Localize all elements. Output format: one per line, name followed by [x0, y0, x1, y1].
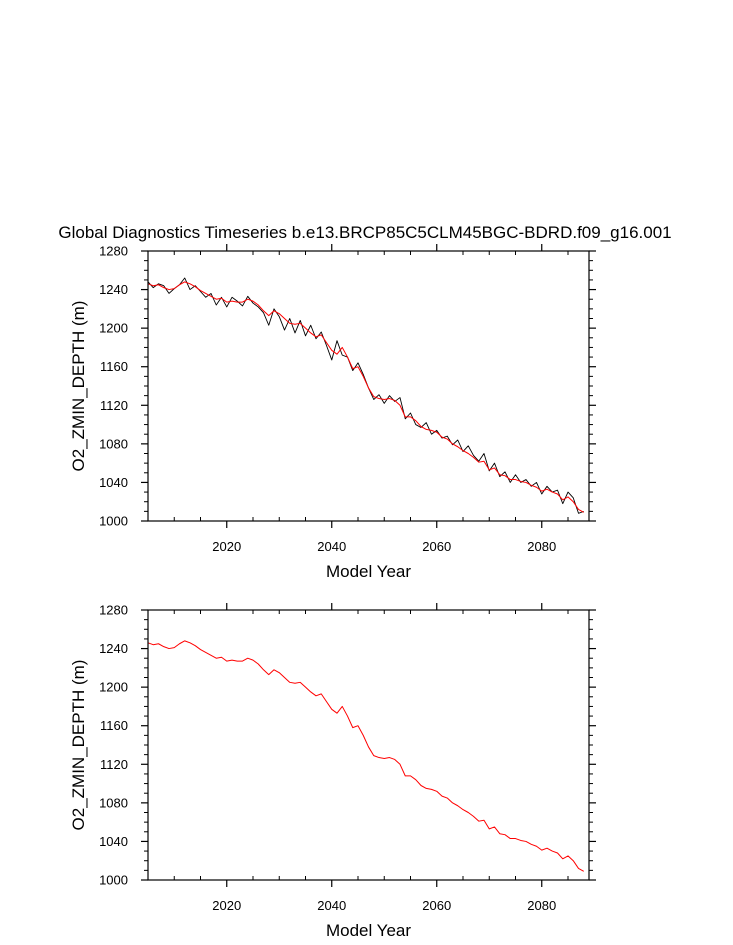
top-y-tick-label: 1200	[99, 321, 128, 336]
top-y-tick-label: 1080	[99, 436, 128, 451]
bottom-y-tick-label: 1200	[99, 680, 128, 695]
top-x-tick-label: 2020	[212, 539, 241, 554]
top-x-tick-label: 2040	[317, 539, 346, 554]
bottom-x-axis-label: Model Year	[326, 921, 411, 940]
bottom-panel: 2020 2040 2060 2080 1000 1040 1080 1120 1160 1200…	[69, 603, 596, 940]
bottom-plot-frame	[147, 609, 590, 881]
top-x-tick-label: 2060	[422, 539, 451, 554]
top-series-annual-line	[147, 281, 584, 513]
top-minor-ticks	[144, 251, 593, 521]
top-plot-frame	[147, 250, 590, 522]
bottom-y-tick-label: 1000	[99, 873, 128, 888]
bottom-y-tick-label: 1080	[99, 795, 128, 810]
bottom-x-tick-label: 2020	[212, 898, 241, 913]
top-series-monthly-line	[147, 277, 584, 514]
bottom-series-annual-line	[147, 640, 584, 872]
bottom-y-tick-label: 1120	[100, 757, 128, 772]
top-y-tick-label: 1000	[99, 514, 128, 529]
top-panel: 2020 2040 2060 2080 1000 1040 1080 1120 1160 1200…	[69, 244, 596, 581]
bottom-y-axis-label: O2_ZMIN_DEPTH (m)	[69, 660, 88, 831]
top-x-tick-label: 2080	[527, 539, 556, 554]
bottom-minor-ticks	[144, 610, 593, 880]
top-y-tick-label: 1120	[100, 398, 128, 413]
top-x-axis-label: Model Year	[326, 562, 411, 581]
bottom-y-tick-label: 1240	[99, 641, 128, 656]
chart-title: Global Diagnostics Timeseries b.e13.BRCP…	[58, 223, 671, 242]
top-y-tick-label: 1040	[99, 475, 128, 490]
bottom-y-tick-label: 1280	[99, 603, 128, 618]
bottom-x-tick-label: 2080	[527, 898, 556, 913]
bottom-y-tick-label: 1160	[100, 718, 128, 733]
top-y-tick-label: 1240	[99, 282, 128, 297]
top-y-tick-label: 1160	[100, 359, 128, 374]
top-y-tick-label: 1280	[99, 244, 128, 259]
bottom-x-tick-label: 2040	[317, 898, 346, 913]
bottom-x-tick-label: 2060	[422, 898, 451, 913]
top-y-axis-label: O2_ZMIN_DEPTH (m)	[69, 301, 88, 472]
bottom-y-tick-label: 1040	[99, 834, 128, 849]
